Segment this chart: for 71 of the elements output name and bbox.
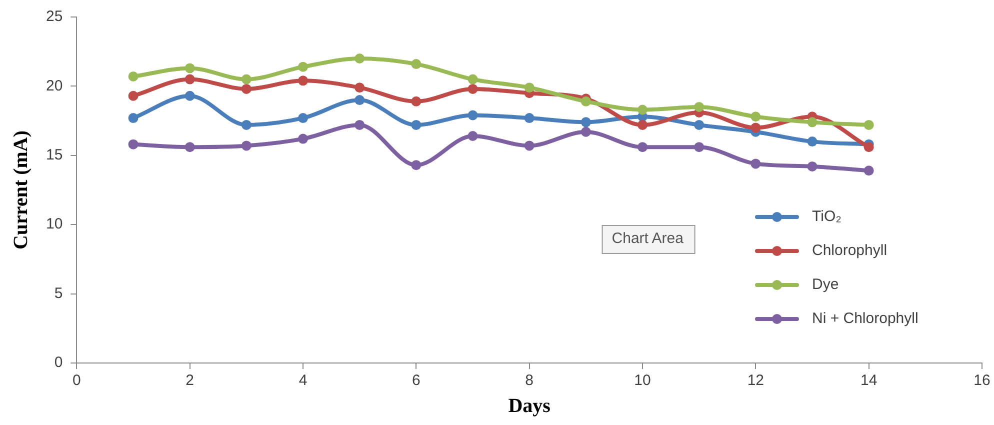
point [468, 131, 478, 142]
x-tick-label: 14 [860, 372, 878, 390]
point [750, 158, 761, 169]
point [864, 142, 874, 152]
point [468, 84, 478, 94]
y-tick-label: 0 [54, 354, 63, 372]
point [807, 117, 818, 128]
point [241, 84, 252, 94]
point [864, 120, 874, 130]
point [241, 120, 252, 130]
point [807, 136, 818, 147]
x-tick-label: 0 [72, 372, 81, 390]
y-axis-title: Current (mA) [10, 130, 32, 250]
point [184, 90, 195, 101]
point [184, 63, 195, 74]
x-tick-label: 4 [298, 372, 308, 390]
point [807, 161, 818, 172]
point [354, 82, 365, 93]
point [241, 140, 252, 151]
point [354, 120, 365, 130]
x-tick-label: 2 [186, 372, 194, 390]
x-tick-label: 16 [974, 372, 990, 390]
point [128, 72, 138, 82]
point [694, 120, 704, 130]
point [750, 112, 761, 122]
point [128, 90, 138, 101]
legend-label: Ni + Chlorophyll [812, 310, 918, 328]
point [411, 59, 422, 70]
point [468, 74, 478, 84]
point [184, 142, 195, 152]
y-tick-label: 5 [54, 284, 63, 302]
x-tick-label: 12 [747, 372, 764, 390]
x-tick-label: 10 [634, 372, 651, 390]
legend-label: Chlorophyll [812, 242, 888, 260]
point [638, 142, 648, 152]
x-axis-title: Days [508, 395, 551, 418]
x-tick-label: 8 [525, 372, 534, 390]
legend-label: Dye [812, 276, 839, 294]
annotation: Chart Area [612, 230, 684, 248]
point [354, 95, 365, 106]
y-tick-label: 20 [46, 77, 63, 94]
point [468, 110, 478, 120]
point [694, 142, 704, 152]
point [580, 117, 591, 128]
point [580, 126, 591, 137]
point [411, 96, 422, 106]
point [298, 134, 308, 144]
x-tick-label: 6 [412, 372, 420, 390]
point [411, 120, 422, 130]
point [128, 139, 138, 150]
point [354, 54, 365, 64]
point [524, 113, 534, 124]
point [241, 74, 252, 84]
point [638, 104, 648, 115]
point [298, 76, 308, 86]
y-tick-label: 15 [46, 146, 63, 164]
point [638, 120, 648, 130]
y-tick-label: 10 [46, 216, 63, 233]
point [524, 140, 534, 151]
legend-label: TiO₂ [812, 208, 842, 226]
point [184, 74, 195, 84]
point [411, 160, 422, 170]
point [298, 113, 308, 124]
point [524, 82, 534, 93]
point [128, 113, 138, 124]
point [864, 166, 874, 176]
point [694, 102, 704, 112]
y-tick-label: 25 [46, 8, 63, 26]
point [298, 62, 308, 72]
point [580, 96, 591, 106]
point [750, 122, 761, 133]
